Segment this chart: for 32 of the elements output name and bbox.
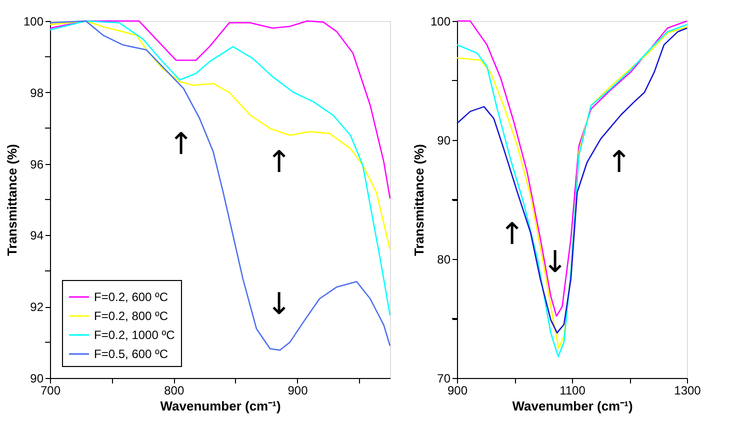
line-series xyxy=(49,20,391,250)
x-tick-label: 1100 xyxy=(560,384,586,398)
y-axis-title: Transmittance (%) xyxy=(411,144,426,256)
x-tick-label: 700 xyxy=(40,384,61,398)
x-axis-title: Wavenumber (cm⁻¹) xyxy=(160,398,281,414)
y-tick-label: 100 xyxy=(23,14,44,28)
x-tick-label: 900 xyxy=(288,384,308,398)
y-tick-label: 80 xyxy=(437,252,451,266)
x-tick-label: 800 xyxy=(164,384,184,398)
annotation: ↓ xyxy=(542,245,568,280)
annotation: ↑ xyxy=(499,217,525,252)
y-tick-label: 94 xyxy=(30,228,44,243)
x-tick-label: 900 xyxy=(447,384,468,398)
annotation: ↑ xyxy=(606,145,632,180)
y-tick-label: 96 xyxy=(30,157,44,172)
annotation: ↓ xyxy=(266,287,292,322)
y-tick-label: 70 xyxy=(437,372,451,386)
y-tick-label: 92 xyxy=(30,300,44,314)
annotation: ↑ xyxy=(266,145,292,180)
legend-label: F=0.2, 1000 ºC xyxy=(94,328,176,342)
y-tick-label: 90 xyxy=(437,134,451,148)
y-tick-label: 90 xyxy=(30,372,44,386)
y-axis-title: Transmittance (%) xyxy=(4,144,20,256)
legend-label: F=0.5, 600 ºC xyxy=(94,347,168,361)
annotation: ↑ xyxy=(168,127,194,162)
legend-label: F=0.2, 600 ºC xyxy=(94,290,168,304)
legend-label: F=0.2, 800 ºC xyxy=(94,309,168,323)
line-series xyxy=(49,20,391,200)
y-tick-label: 98 xyxy=(30,86,44,100)
y-tick-label: 100 xyxy=(430,14,451,28)
x-axis-title: Wavenumber (cm⁻¹) xyxy=(512,398,633,414)
x-tick-label: 1300 xyxy=(674,384,702,398)
